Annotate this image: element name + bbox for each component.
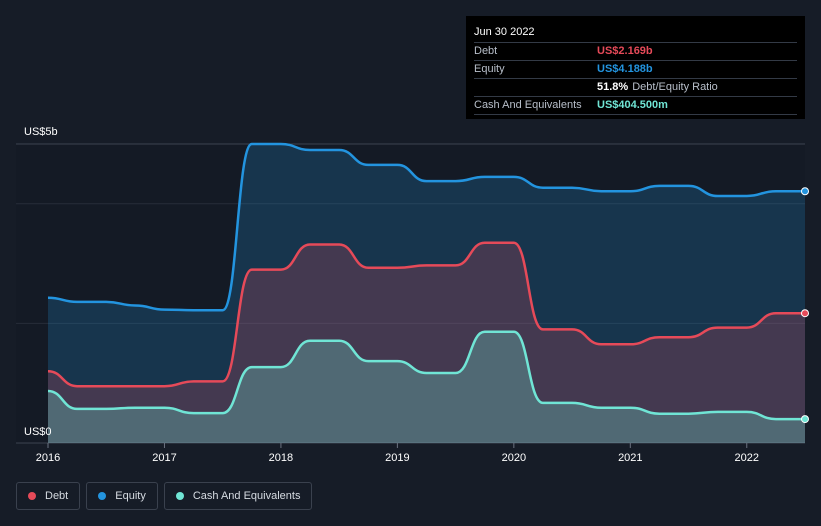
series-endpoints xyxy=(801,187,809,424)
cash-and-equivalents-line xyxy=(47,330,805,421)
x-tick-label: 2017 xyxy=(152,452,176,464)
tooltip-debt-value: US$2.169b xyxy=(597,45,653,57)
x-tick-label: 2016 xyxy=(36,452,60,464)
tooltip-cash-row: Cash And Equivalents US$404.500m xyxy=(474,96,797,115)
equity-end-point xyxy=(801,187,809,196)
tooltip-cash-label: Cash And Equivalents xyxy=(474,99,582,111)
debt-dot-icon xyxy=(28,492,36,500)
equity-dot-icon xyxy=(98,492,107,500)
tooltip-ratio-label: Debt/Equity Ratio xyxy=(632,81,718,93)
x-tick-label: 2022 xyxy=(735,452,759,464)
legend-item-cash[interactable]: Cash And Equivalents xyxy=(163,482,313,510)
legend-debt-label: Debt xyxy=(45,490,69,502)
tooltip-equity-row: Equity US$4.188b xyxy=(474,60,797,78)
plot-background xyxy=(16,144,805,443)
legend-equity-label: Equity xyxy=(115,490,146,502)
tooltip-date: Jun 30 2022 xyxy=(474,26,535,38)
gridlines xyxy=(16,143,805,444)
cash-and-equivalents-area xyxy=(48,331,805,443)
tooltip-debt-row: Debt US$2.169b xyxy=(474,42,797,60)
x-tick-label: 2021 xyxy=(618,452,642,464)
x-axis-ticks: 2016 2017 2018 2019 2020 2021 2022 xyxy=(36,443,759,464)
equity-line xyxy=(47,142,805,312)
cash-dot-icon xyxy=(175,492,184,500)
legend-item-debt[interactable]: Debt xyxy=(16,482,81,510)
y-label-top: US$5b xyxy=(24,126,58,138)
series-lines xyxy=(47,142,805,421)
cash-and-equivalents-end-point xyxy=(801,415,809,424)
debt-line xyxy=(47,241,805,388)
tooltip-equity-value: US$4.188b xyxy=(597,63,653,75)
legend: Debt Equity Cash And Equivalents xyxy=(16,482,313,510)
legend-item-equity[interactable]: Equity xyxy=(86,482,158,510)
x-tick-label: 2019 xyxy=(385,452,409,464)
legend-cash-label: Cash And Equivalents xyxy=(192,490,301,502)
debt-end-point xyxy=(801,309,809,318)
equity-area xyxy=(48,144,805,443)
tooltip-equity-label: Equity xyxy=(474,63,505,75)
tooltip-ratio-row: 51.8% Debt/Equity Ratio xyxy=(474,78,797,96)
x-tick-label: 2018 xyxy=(269,452,293,464)
tooltip-ratio-value: 51.8% xyxy=(597,81,629,93)
data-tooltip: Jun 30 2022 Debt US$2.169b Equity US$4.1… xyxy=(466,16,805,119)
x-tick-label: 2020 xyxy=(502,452,526,464)
y-label-bottom: US$0 xyxy=(24,426,52,438)
tooltip-debt-label: Debt xyxy=(474,45,498,57)
tooltip-cash-value: US$404.500m xyxy=(597,99,668,111)
